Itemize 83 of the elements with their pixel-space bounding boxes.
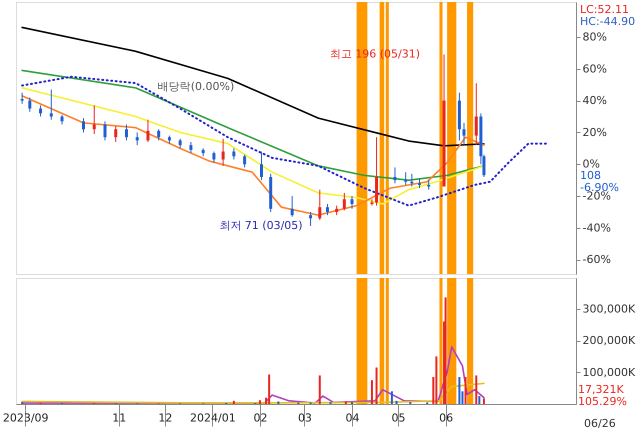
x-tick-label: 03 [298,412,312,424]
candlestick [393,166,396,184]
bar [344,401,347,404]
candlestick [189,141,192,154]
candlestick [28,96,32,112]
candlestick [335,205,338,216]
candlestick [92,104,96,135]
bar [435,356,438,404]
x-tick-label: 2023/09 [2,412,49,424]
x-tick-label: 02 [253,412,268,424]
y-tick-label: 200,000K [582,334,636,348]
y-tick-label: 20% [582,126,607,139]
candlestick [178,138,182,149]
candlestick [212,151,216,164]
y-tick-label: 300,000K [582,302,636,316]
x-tick-label: 04 [346,412,360,424]
candlestick [157,128,160,141]
candlestick [290,196,294,218]
bar [258,400,261,404]
line-series [21,26,485,147]
candlestick [318,189,322,220]
candlestick [462,122,466,146]
candlestick [124,124,128,141]
line-series [21,346,485,404]
candlestick [404,172,408,186]
text: 105.29% [578,395,627,408]
y-tick-label: 80% [582,30,607,44]
text: 108 [580,169,601,182]
candlestick [103,120,106,141]
text: LC:52.11 [580,3,630,16]
y-tick-label: 60% [582,62,607,76]
x-tick-label: 2024/01 [190,412,236,424]
candlestick [410,173,414,188]
candlestick [427,180,430,190]
annotation: 배당락(0.00%) [158,80,234,93]
x-tick-label: 11 [112,412,126,424]
y-tick-label: 100,000K [582,366,636,379]
bar [478,396,480,404]
candlestick [39,104,42,118]
bar [475,375,478,404]
candlestick [114,126,118,142]
bar [268,374,270,404]
candlestick [222,138,225,166]
bar [464,377,467,404]
y-tick-label: -40% [582,221,611,234]
candlestick [232,148,236,160]
candlestick [136,132,139,146]
candlestick [309,211,312,226]
text: HC:-44.90 [580,15,636,28]
line-series [21,382,485,404]
x-tick-label: 12 [158,412,172,424]
x-tick-label: 05 [392,412,406,424]
candlestick [50,88,53,120]
y-tick-label: -60% [582,253,611,266]
line-series [21,76,550,207]
candlestick [243,154,246,168]
candlestick [474,82,478,146]
bar [444,297,447,404]
candlestick [260,151,263,181]
candlestick [350,196,354,210]
candlestick [418,178,422,189]
y-tick-label: 0% [582,158,600,171]
candlestick [342,192,346,211]
annotation: 최저 71 (03/05) [219,218,303,232]
bar [376,368,378,404]
text: 06/26 [584,417,616,430]
y-tick-label: -20% [582,190,611,203]
bar [395,400,398,404]
x-tick-label: 06 [439,412,454,424]
candlestick [82,118,86,133]
bar [482,398,485,404]
bar [370,380,373,404]
y-tick-label: 40% [582,94,607,108]
candlestick [326,204,329,216]
bar [232,400,235,404]
bar [277,401,280,404]
candlestick [146,119,150,142]
bar [458,377,460,404]
candlestick [60,114,64,125]
bar [318,375,321,404]
bar [390,391,393,404]
text: 17,321K [578,383,624,396]
candlestick [20,92,24,104]
